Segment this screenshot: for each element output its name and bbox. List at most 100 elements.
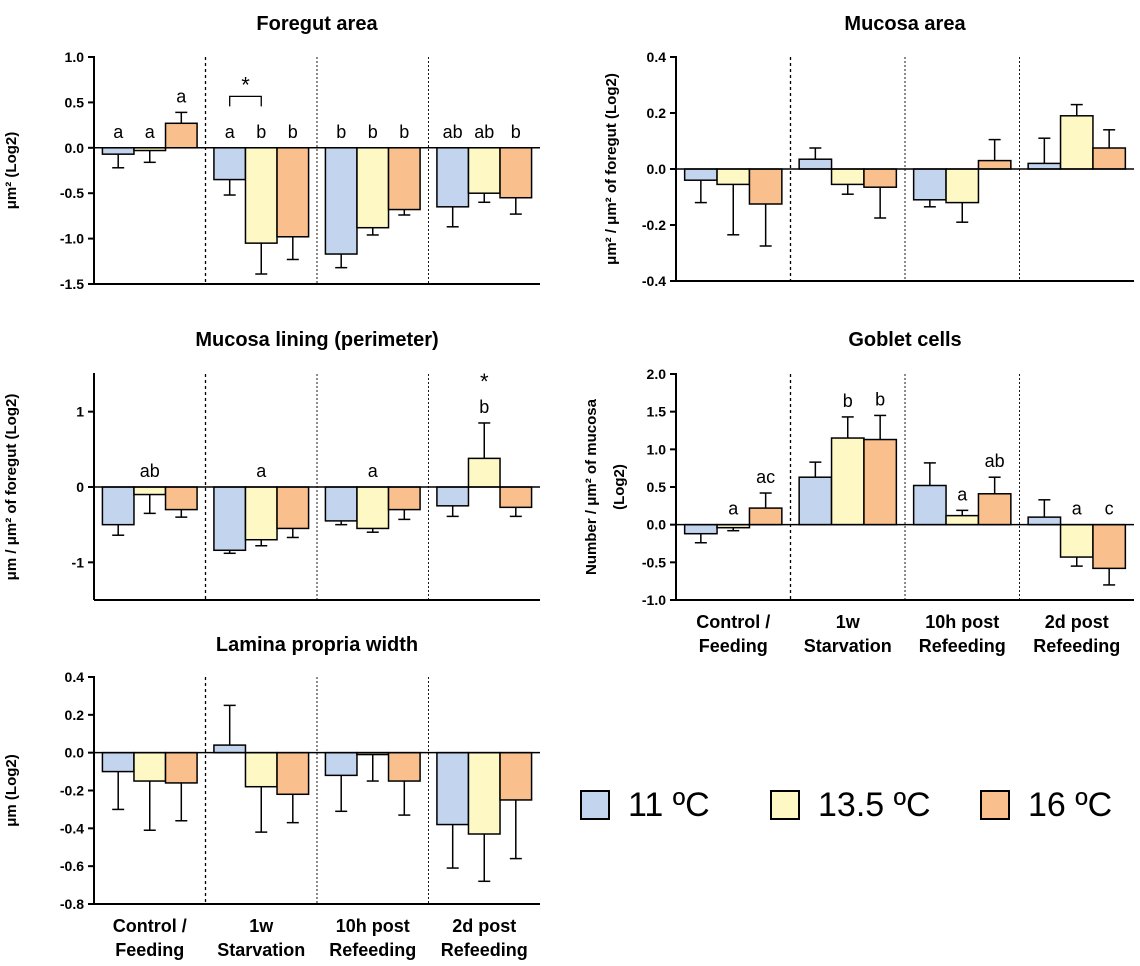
y-tick-label: -0.8	[60, 896, 84, 912]
bar	[276, 486, 310, 530]
bar	[436, 751, 470, 826]
y-tick-label: 0.4	[647, 49, 667, 65]
bar	[798, 476, 833, 526]
x-tick-label: 2d post	[1045, 612, 1109, 632]
y-tick-label: 2.0	[647, 366, 667, 382]
legend-swatch-16	[980, 790, 1010, 820]
significance-letter: b	[479, 397, 489, 417]
legend-item-11: 11 ºC	[580, 780, 710, 830]
y-tick-label: 0.0	[65, 745, 85, 761]
chart-mucosa_lining: Mucosa lining (perimeter) μm / μm² of for…	[3, 329, 540, 601]
bar	[912, 168, 947, 201]
y-tick-label: -1	[72, 554, 85, 570]
significance-letter: ab	[443, 122, 463, 142]
bar	[1092, 523, 1127, 570]
y-tick-label: 1.5	[647, 404, 667, 420]
bar	[276, 751, 310, 796]
bar	[499, 751, 533, 801]
y-tick-label: 0.0	[65, 140, 85, 156]
bar	[101, 486, 135, 526]
significance-letter: a	[113, 122, 124, 142]
y-tick-label: -1.5	[60, 276, 84, 292]
significance-letter: b	[368, 122, 378, 142]
y-tick-label: 0.5	[647, 479, 667, 495]
bar	[436, 486, 470, 507]
significance-letter: a	[176, 86, 187, 106]
significance-letter: b	[399, 122, 409, 142]
bar	[387, 486, 421, 511]
bar	[101, 147, 135, 155]
x-tick-label-line2: Refeeding	[1033, 636, 1120, 656]
chart-foregut: Foregut area μm² (Log2) 1.0 0.5 0.0 -0.5 -1.0 -…	[3, 13, 540, 292]
bar	[324, 751, 358, 777]
y-tick-label: -0.2	[60, 783, 84, 799]
bar	[387, 147, 421, 211]
y-tick-label: -1.0	[642, 592, 666, 608]
bar	[499, 486, 533, 509]
bar	[244, 147, 278, 244]
bar	[101, 751, 135, 773]
x-tick-label-line2: Feeding	[115, 940, 184, 960]
significance-letter: a	[728, 499, 739, 519]
legend-item-16: 16 ºC	[980, 780, 1112, 830]
chart-title: Mucosa area	[844, 13, 966, 35]
significance-letter: a	[145, 122, 156, 142]
x-tick-label-line2: Refeeding	[329, 940, 416, 960]
bar	[1027, 516, 1062, 526]
bar	[133, 486, 167, 496]
legend-label-11: 11 ºC	[628, 785, 710, 824]
bar	[748, 507, 783, 526]
y-tick-label: 0.2	[65, 707, 85, 723]
bar	[467, 751, 501, 835]
x-tick-label-line2: Feeding	[699, 636, 768, 656]
x-tick-label-line2: Starvation	[217, 940, 305, 960]
bar	[164, 751, 198, 784]
bar	[748, 168, 783, 205]
chart-mucosa_area: Mucosa area μm² / μm² of foregut (Log2) 0.…	[603, 13, 1134, 289]
y-axis-label: Number / μm² of mucosa	[583, 398, 600, 575]
significance-letter: a	[1072, 499, 1083, 519]
y-tick-label: 0	[76, 479, 84, 495]
legend-label-13-5: 13.5 ºC	[818, 785, 931, 824]
chart-goblet: Goblet cells Number / μm² of mucosa (Log2)…	[583, 329, 1134, 656]
y-tick-label: -1.0	[60, 231, 84, 247]
legend-label-16: 16 ºC	[1028, 785, 1113, 824]
bar	[213, 147, 247, 181]
bar	[945, 514, 980, 526]
x-tick-label: 1w	[836, 612, 861, 632]
chart-title: Foregut area	[256, 13, 378, 35]
x-tick-label: Control /	[113, 916, 187, 936]
bar	[387, 751, 421, 782]
chart-title: Lamina propria width	[216, 634, 418, 656]
bar	[945, 168, 980, 204]
bar	[436, 147, 470, 208]
bar	[499, 147, 533, 199]
significance-letter: ab	[474, 122, 494, 142]
legend-swatch-11	[580, 790, 610, 820]
significance-letter: b	[875, 389, 885, 409]
significance-letter: b	[288, 122, 298, 142]
bar	[977, 159, 1012, 170]
y-tick-label: 0.0	[647, 517, 667, 533]
bar	[164, 486, 198, 511]
significance-letter: b	[843, 391, 853, 411]
bar	[213, 744, 247, 754]
x-tick-label-line2: Refeeding	[441, 940, 528, 960]
significance-letter: b	[256, 122, 266, 142]
significance-letter: ac	[756, 467, 775, 487]
bar	[977, 493, 1012, 526]
chart-lamina: Lamina propria width μm (Log2) 0.4 0.2 0.0 -0…	[3, 634, 540, 960]
chart-title: Mucosa lining (perimeter)	[195, 329, 438, 351]
bar	[716, 168, 751, 186]
bar	[1027, 162, 1062, 170]
y-axis-label: μm² / μm² of foregut (Log2)	[603, 73, 620, 265]
bar	[213, 486, 247, 552]
bar	[244, 486, 278, 541]
bar	[863, 168, 898, 188]
bar	[1059, 523, 1094, 558]
x-tick-label: 1w	[249, 916, 274, 936]
y-tick-label: 1.0	[647, 441, 667, 457]
significance-letter: ab	[140, 461, 160, 481]
significance-letter: b	[511, 122, 521, 142]
